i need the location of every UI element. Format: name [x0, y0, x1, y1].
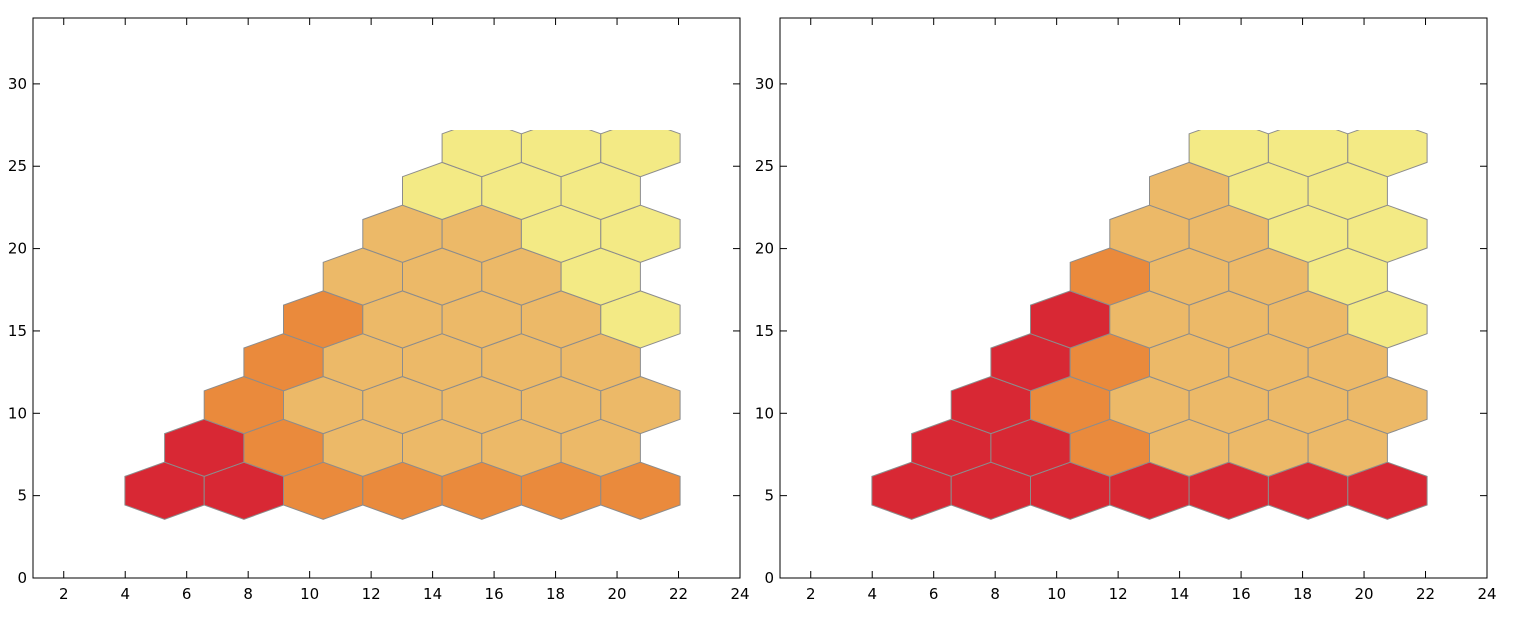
y-tick-label: 5: [17, 487, 27, 505]
x-tick-label: 10: [1047, 585, 1066, 603]
x-tick-label: 6: [182, 585, 192, 603]
x-tick-label: 18: [546, 585, 565, 603]
x-tick-label: 4: [120, 585, 130, 603]
x-tick-label: 14: [1170, 585, 1189, 603]
plot-frame: [32, 17, 741, 579]
x-tick-label: 22: [1416, 585, 1435, 603]
y-tick-label: 30: [8, 75, 27, 93]
x-axis: 2 4 6 8 10 12 14 16 18 20 22 24: [806, 18, 1497, 603]
x-tick-label: 8: [990, 585, 1000, 603]
y-axis: 0 5 10 15 20 25 30: [755, 75, 1487, 587]
x-tick-label: 20: [1354, 585, 1373, 603]
plot-frame: [779, 17, 1488, 579]
x-tick-label: 8: [243, 585, 253, 603]
x-tick-label: 22: [669, 585, 688, 603]
hex-cell: [1347, 119, 1428, 178]
x-tick-label: 10: [300, 585, 319, 603]
x-tick-label: 16: [1232, 585, 1251, 603]
x-tick-label: 18: [1293, 585, 1312, 603]
x-tick-label: 2: [806, 585, 816, 603]
y-tick-label: 5: [764, 487, 774, 505]
x-tick-label: 14: [423, 585, 442, 603]
x-axis: 2 4 6 8 10 12 14 16 18 20 22 24: [59, 18, 750, 603]
x-tick-label: 6: [929, 585, 939, 603]
y-tick-label: 25: [755, 157, 774, 175]
top-mask: [781, 19, 1486, 130]
x-tick-label: 2: [59, 585, 69, 603]
hex-cells: [124, 119, 681, 520]
x-tick-label: 24: [730, 585, 749, 603]
y-tick-label: 30: [755, 75, 774, 93]
x-tick-label: 24: [1477, 585, 1496, 603]
y-tick-label: 15: [755, 322, 774, 340]
y-tick-label: 10: [8, 404, 27, 422]
top-mask: [34, 19, 739, 130]
x-tick-label: 12: [1109, 585, 1128, 603]
x-tick-label: 16: [485, 585, 504, 603]
y-tick-label: 0: [764, 569, 774, 587]
y-axis: 0 5 10 15 20 25 30: [8, 75, 740, 587]
y-tick-label: 0: [17, 569, 27, 587]
x-tick-label: 12: [362, 585, 381, 603]
y-tick-label: 25: [8, 157, 27, 175]
x-tick-label: 20: [607, 585, 626, 603]
y-tick-label: 20: [8, 240, 27, 258]
y-tick-label: 20: [755, 240, 774, 258]
x-tick-label: 4: [867, 585, 877, 603]
hex-cells: [871, 119, 1428, 520]
y-tick-label: 10: [755, 404, 774, 422]
hex-cell: [600, 119, 681, 178]
y-tick-label: 15: [8, 322, 27, 340]
